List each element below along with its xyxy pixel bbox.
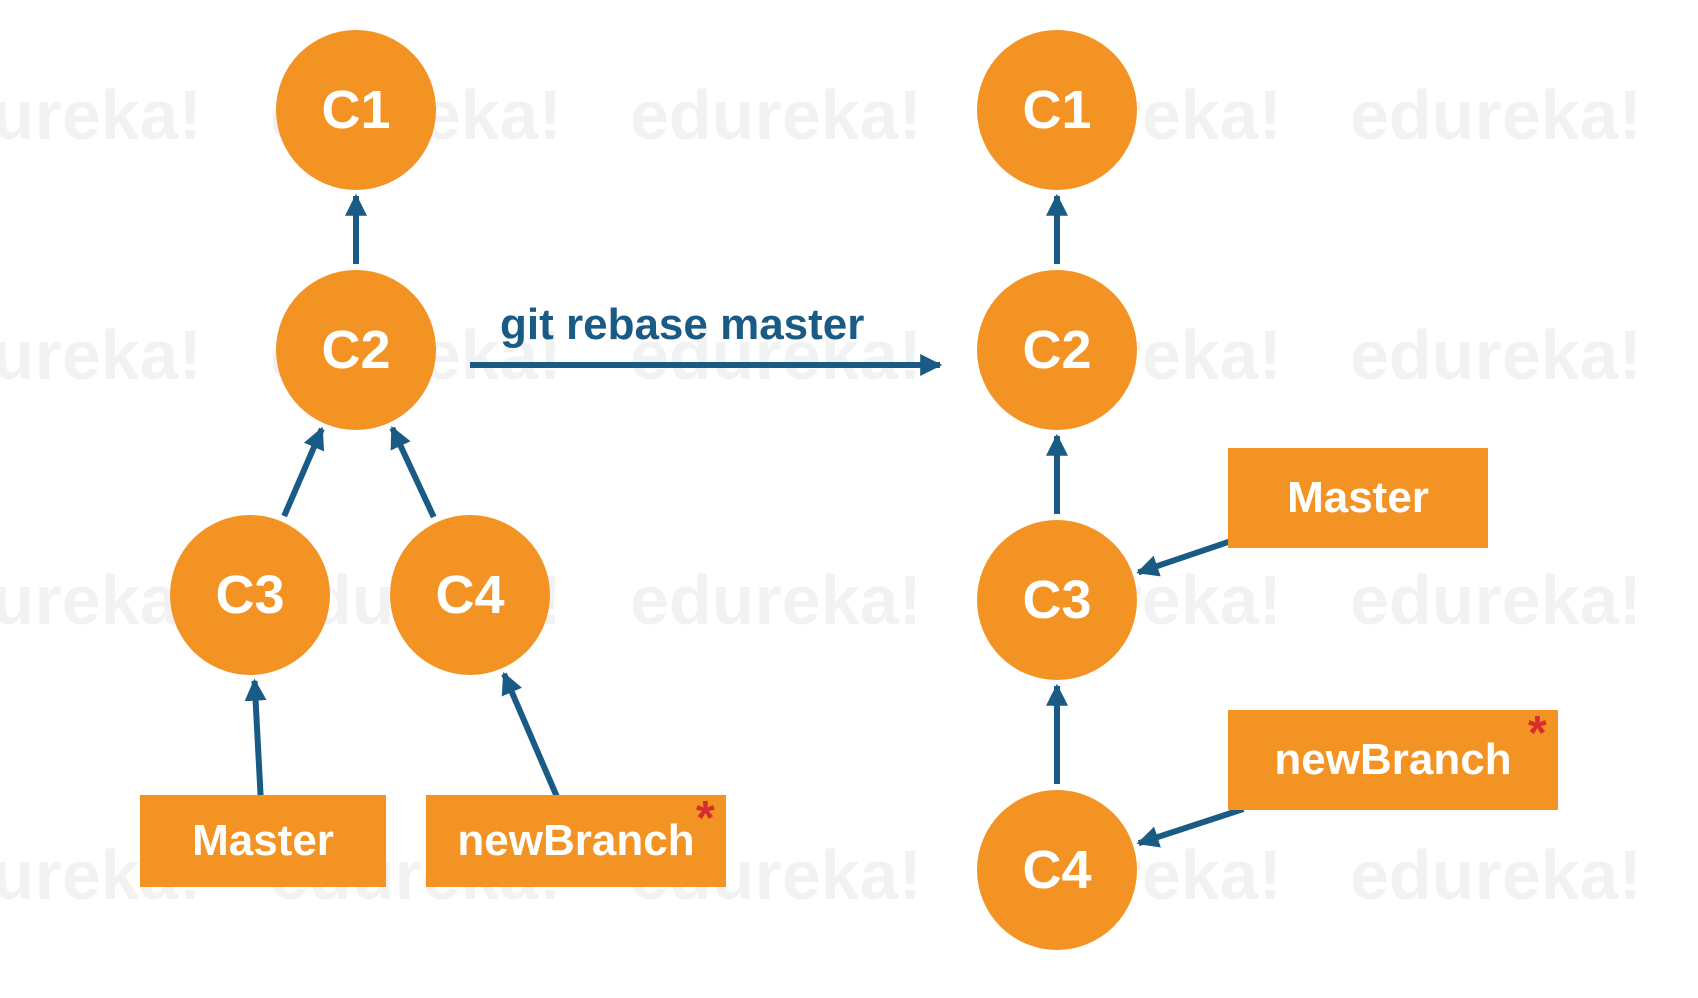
commit-node: C3 — [170, 515, 330, 675]
current-branch-star-icon: * — [1528, 706, 1547, 761]
branch-label-box: Master — [1228, 448, 1488, 548]
commit-node: C4 — [390, 515, 550, 675]
watermark-text: edureka! — [1350, 560, 1642, 640]
commit-node: C3 — [977, 520, 1137, 680]
commit-node: C1 — [977, 30, 1137, 190]
watermark-text: edureka! — [630, 560, 922, 640]
branch-label-box: newBranch — [426, 795, 726, 887]
arrow — [504, 674, 557, 796]
arrow — [392, 428, 433, 517]
commit-node: C2 — [977, 270, 1137, 430]
arrow — [284, 429, 322, 516]
arrow — [1139, 809, 1244, 843]
branch-label-box: newBranch — [1228, 710, 1558, 810]
watermark-text: edureka! — [0, 315, 202, 395]
arrow — [1138, 541, 1230, 572]
watermark-text: edureka! — [630, 75, 922, 155]
commit-node: C2 — [276, 270, 436, 430]
commit-node: C1 — [276, 30, 436, 190]
watermark-text: edureka! — [1350, 315, 1642, 395]
current-branch-star-icon: * — [696, 791, 715, 846]
command-label: git rebase master — [500, 300, 864, 350]
watermark-text: edureka! — [1350, 75, 1642, 155]
arrow — [255, 681, 261, 796]
branch-label-box: Master — [140, 795, 386, 887]
watermark-text: edureka! — [1350, 835, 1642, 915]
commit-node: C4 — [977, 790, 1137, 950]
watermark-text: edureka! — [0, 75, 202, 155]
